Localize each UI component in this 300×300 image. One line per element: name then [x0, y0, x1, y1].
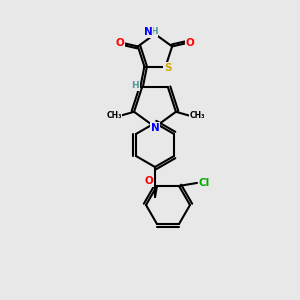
- Text: Cl: Cl: [198, 178, 210, 188]
- Text: N: N: [151, 123, 159, 133]
- Text: N: N: [144, 27, 152, 37]
- Text: CH₃: CH₃: [189, 111, 205, 120]
- Text: S: S: [164, 63, 171, 73]
- Text: O: O: [186, 38, 194, 48]
- Text: H: H: [132, 81, 139, 90]
- Text: CH₃: CH₃: [106, 111, 122, 120]
- Text: H: H: [150, 28, 158, 37]
- Text: O: O: [145, 176, 153, 186]
- Text: O: O: [116, 38, 124, 48]
